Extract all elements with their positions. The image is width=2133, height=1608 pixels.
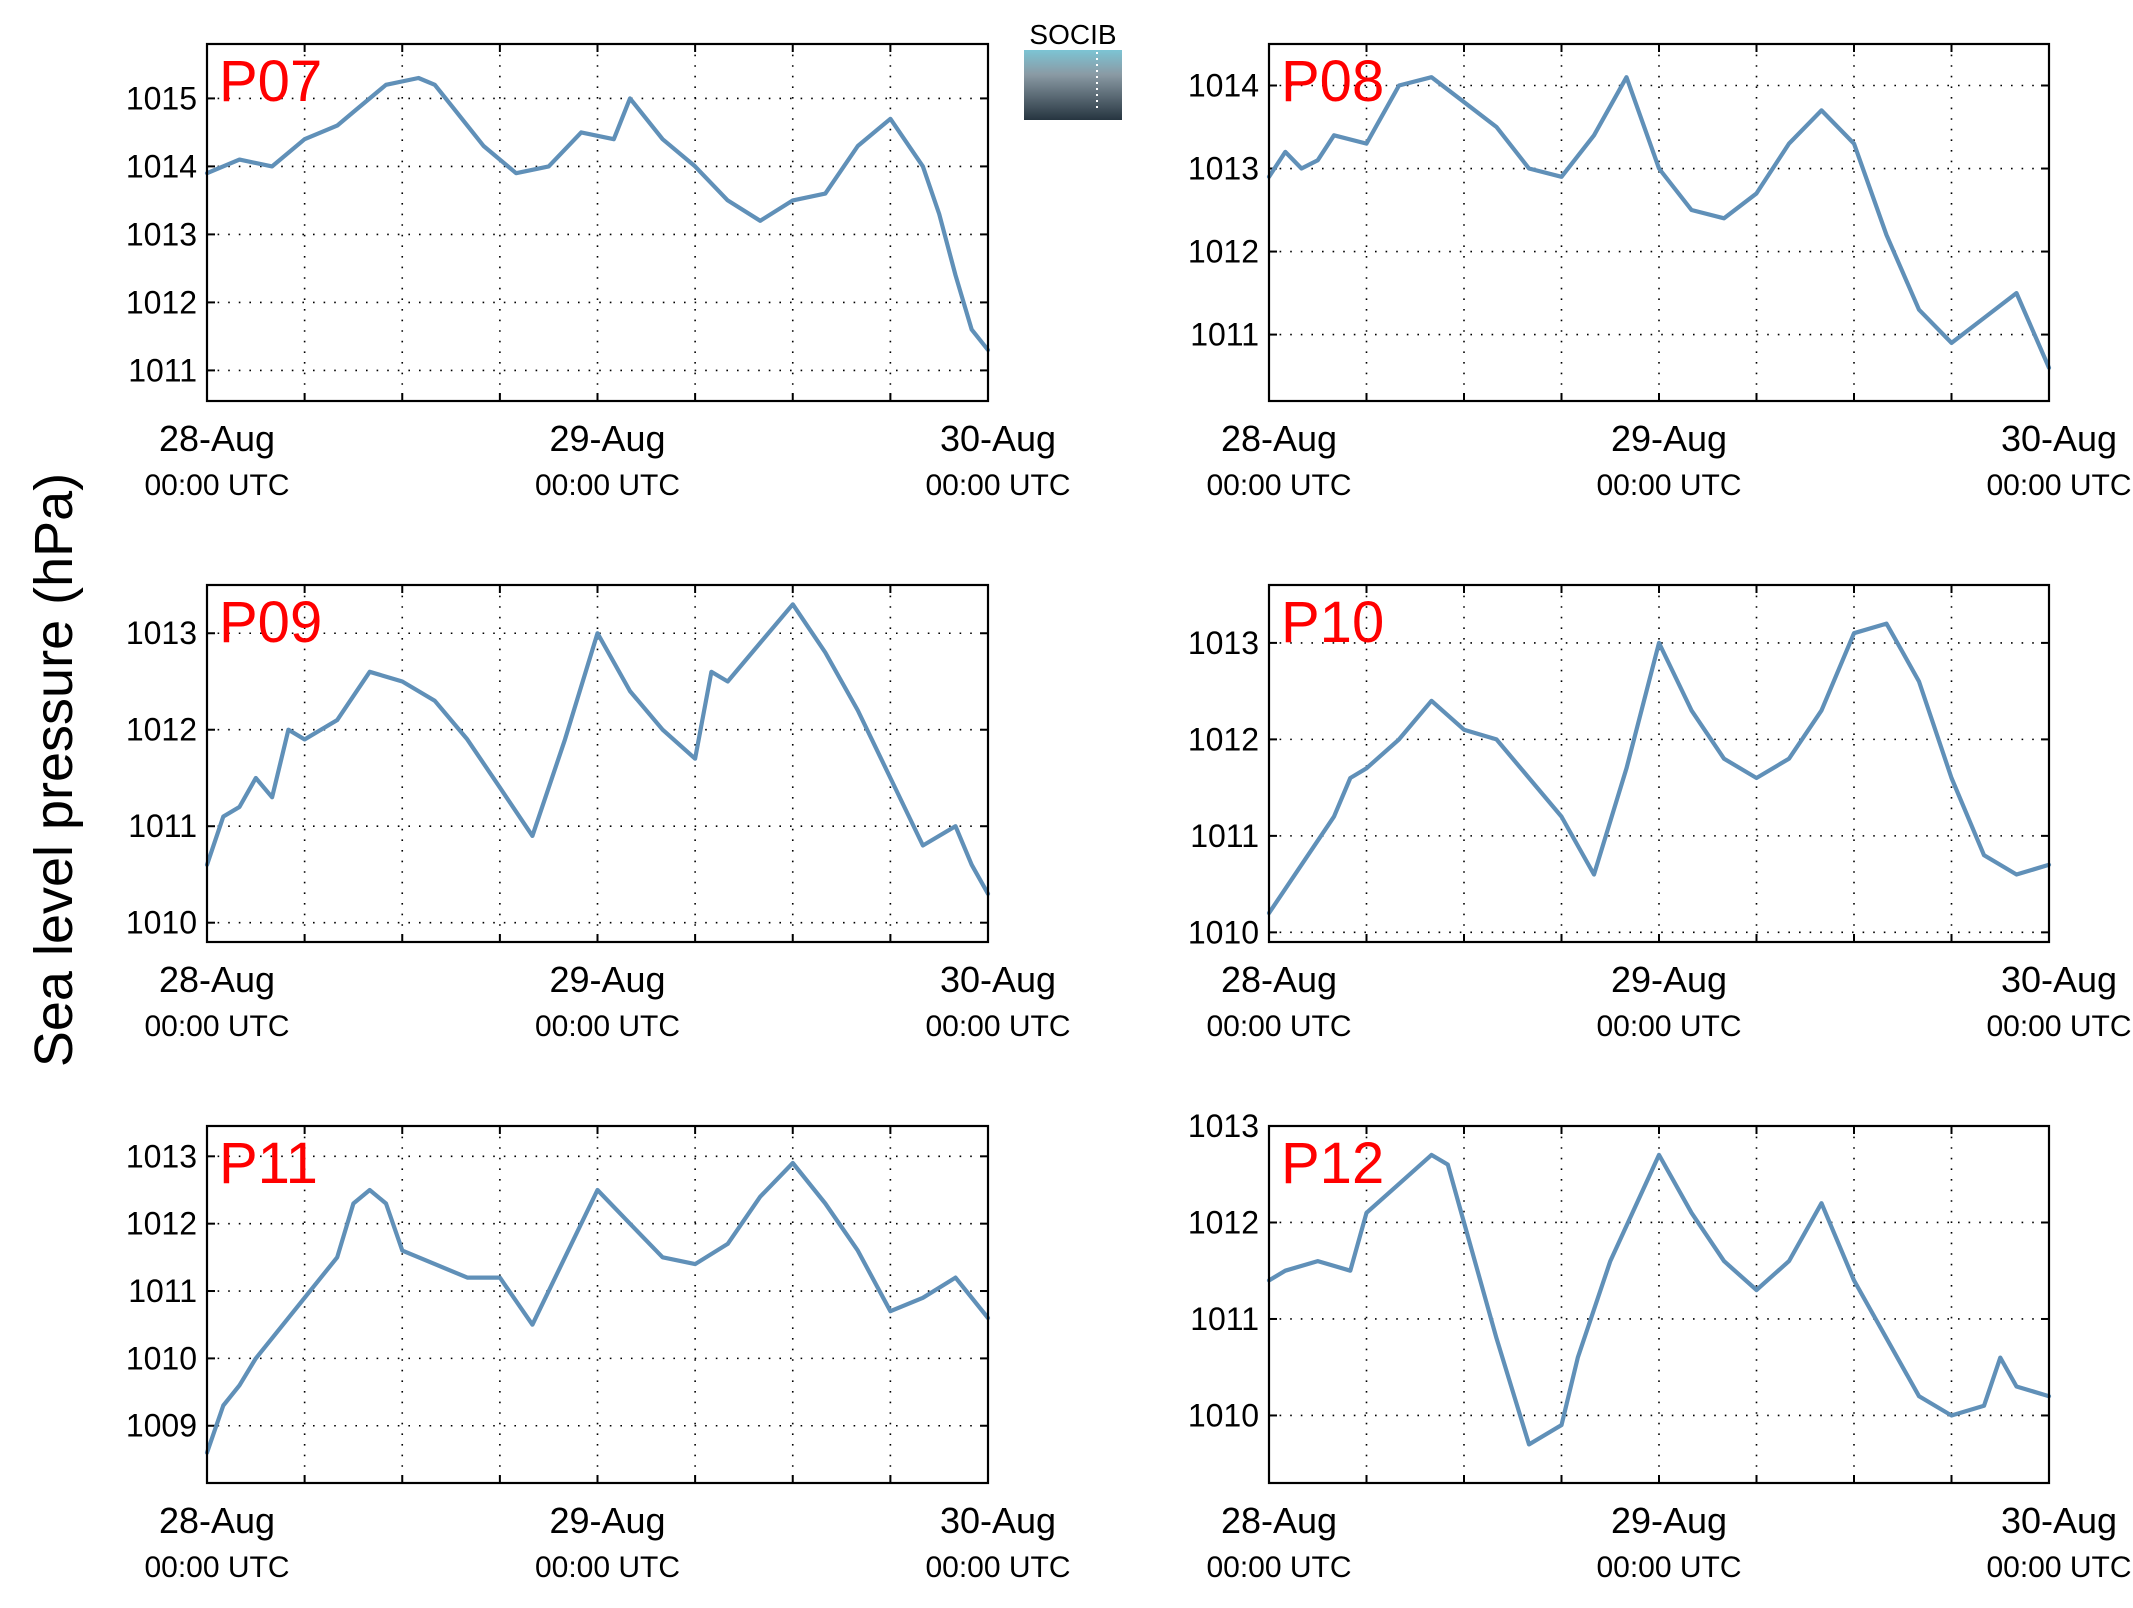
axes-frame bbox=[1267, 42, 2051, 403]
y-tick-label: 1013 bbox=[126, 1138, 197, 1174]
x-tick-label-date: 30-Aug bbox=[940, 418, 1056, 459]
pressure-line-p09 bbox=[204, 602, 991, 896]
y-tick-label: 1011 bbox=[128, 1273, 197, 1309]
x-tick-label-date: 28-Aug bbox=[159, 418, 275, 459]
x-tick-label-time: 00:00 UTC bbox=[1206, 1551, 1351, 1584]
x-tick-label-date: 29-Aug bbox=[549, 418, 665, 459]
panel-p12: 1010 1011 1012 1013 P12 28-Aug 00:00 UTC 29-Aug… bbox=[1188, 1108, 2132, 1584]
x-tick-label-time: 00:00 UTC bbox=[1986, 1551, 2131, 1584]
y-tick-label: 1013 bbox=[1188, 151, 1259, 187]
x-tick-label-time: 00:00 UTC bbox=[1986, 1010, 2131, 1043]
y-axis-label: Sea level pressure (hPa) bbox=[24, 473, 84, 1067]
x-tick-label-date: 28-Aug bbox=[1221, 418, 1337, 459]
y-tick-label: 1011 bbox=[1190, 1301, 1259, 1337]
y-tick-label: 1012 bbox=[126, 712, 197, 748]
pressure-line-p08 bbox=[1266, 75, 2052, 370]
y-tick-label: 1011 bbox=[128, 808, 197, 844]
x-tick-label-time: 00:00 UTC bbox=[925, 1010, 1070, 1043]
y-tick-label: 1011 bbox=[1190, 818, 1259, 854]
panel-p11: 1009 1010 1011 1012 1013 P11 28-Aug 00:00 UTC 29… bbox=[126, 1124, 1071, 1584]
x-tick-label-time: 00:00 UTC bbox=[1206, 1010, 1351, 1043]
socib-logo-gradient bbox=[1024, 50, 1122, 120]
x-tick-label-time: 00:00 UTC bbox=[144, 1010, 289, 1043]
axes-frame bbox=[205, 1124, 990, 1485]
x-tick-label-time: 00:00 UTC bbox=[1596, 1010, 1741, 1043]
pressure-line-p11 bbox=[204, 1160, 991, 1455]
station-label: P12 bbox=[1281, 1131, 1384, 1196]
x-tick-label-time: 00:00 UTC bbox=[925, 469, 1070, 502]
y-tick-label: 1012 bbox=[126, 1206, 197, 1242]
x-tick-label-date: 29-Aug bbox=[549, 1500, 665, 1541]
x-tick-label-time: 00:00 UTC bbox=[144, 469, 289, 502]
station-label: P09 bbox=[219, 590, 322, 655]
y-tick-label: 1010 bbox=[126, 1340, 197, 1376]
pressure-line-p10 bbox=[1266, 621, 2052, 916]
y-tick-label: 1010 bbox=[1188, 1397, 1259, 1433]
y-tick-label: 1011 bbox=[1190, 317, 1259, 353]
x-tick-label-date: 30-Aug bbox=[2001, 418, 2117, 459]
panels: 1011 1012 1013 1014 1015 P07 28-Aug 00:00 UTC 29… bbox=[126, 42, 2132, 1584]
pressure-line-p12 bbox=[1266, 1152, 2052, 1447]
y-tick-label: 1010 bbox=[1188, 914, 1259, 950]
y-tick-label: 1012 bbox=[1188, 721, 1259, 757]
y-tick-label: 1012 bbox=[1188, 234, 1259, 270]
axes-frame bbox=[1267, 1124, 2051, 1485]
x-tick-label-date: 28-Aug bbox=[159, 959, 275, 1000]
y-tick-label: 1011 bbox=[128, 352, 197, 388]
x-tick-label-time: 00:00 UTC bbox=[1596, 469, 1741, 502]
y-tick-label: 1014 bbox=[1188, 68, 1259, 104]
x-tick-label-time: 00:00 UTC bbox=[535, 469, 680, 502]
x-tick-label-time: 00:00 UTC bbox=[925, 1551, 1070, 1584]
y-tick-label: 1010 bbox=[126, 905, 197, 941]
y-tick-label: 1012 bbox=[1188, 1204, 1259, 1240]
x-tick-label-time: 00:00 UTC bbox=[1206, 469, 1351, 502]
x-tick-label-time: 00:00 UTC bbox=[1986, 469, 2131, 502]
pressure-line-p07 bbox=[204, 75, 991, 353]
socib-logo-text: SOCIB bbox=[1029, 19, 1116, 50]
y-tick-label: 1013 bbox=[126, 216, 197, 252]
x-tick-label-time: 00:00 UTC bbox=[535, 1551, 680, 1584]
y-tick-label: 1013 bbox=[1188, 1108, 1259, 1144]
y-tick-label: 1013 bbox=[126, 615, 197, 651]
y-tick-label: 1009 bbox=[126, 1408, 197, 1444]
x-tick-label-time: 00:00 UTC bbox=[144, 1551, 289, 1584]
x-tick-label-date: 30-Aug bbox=[2001, 1500, 2117, 1541]
x-tick-label-date: 29-Aug bbox=[1611, 418, 1727, 459]
x-tick-label-date: 29-Aug bbox=[549, 959, 665, 1000]
socib-logo: SOCIB bbox=[1024, 19, 1122, 120]
panel-p09: 1010 1011 1012 1013 P09 28-Aug 00:00 UTC 29-Aug… bbox=[126, 583, 1071, 1043]
x-tick-label-date: 30-Aug bbox=[940, 959, 1056, 1000]
station-label: P07 bbox=[219, 49, 322, 114]
station-label: P08 bbox=[1281, 49, 1384, 114]
x-tick-label-date: 29-Aug bbox=[1611, 959, 1727, 1000]
x-tick-label-time: 00:00 UTC bbox=[535, 1010, 680, 1043]
y-tick-label: 1015 bbox=[126, 80, 197, 116]
station-label: P10 bbox=[1281, 590, 1384, 655]
panel-p10: 1010 1011 1012 1013 P10 28-Aug 00:00 UTC 29-Aug… bbox=[1188, 583, 2132, 1043]
panel-p08: 1011 1012 1013 1014 P08 28-Aug 00:00 UTC 29-Aug… bbox=[1188, 42, 2132, 502]
x-tick-label-date: 30-Aug bbox=[940, 1500, 1056, 1541]
x-tick-label-date: 28-Aug bbox=[1221, 1500, 1337, 1541]
y-tick-label: 1012 bbox=[126, 284, 197, 320]
x-tick-label-date: 28-Aug bbox=[159, 1500, 275, 1541]
x-tick-label-date: 30-Aug bbox=[2001, 959, 2117, 1000]
axes-frame bbox=[205, 42, 990, 403]
x-tick-label-date: 29-Aug bbox=[1611, 1500, 1727, 1541]
y-tick-label: 1013 bbox=[1188, 625, 1259, 661]
y-tick-label: 1014 bbox=[126, 148, 197, 184]
panel-p07: 1011 1012 1013 1014 1015 P07 28-Aug 00:00 UTC 29… bbox=[126, 42, 1071, 502]
x-tick-label-time: 00:00 UTC bbox=[1596, 1551, 1741, 1584]
station-label: P11 bbox=[219, 1131, 318, 1196]
x-tick-label-date: 28-Aug bbox=[1221, 959, 1337, 1000]
axes-frame bbox=[205, 583, 990, 944]
axes-frame bbox=[1267, 583, 2051, 944]
